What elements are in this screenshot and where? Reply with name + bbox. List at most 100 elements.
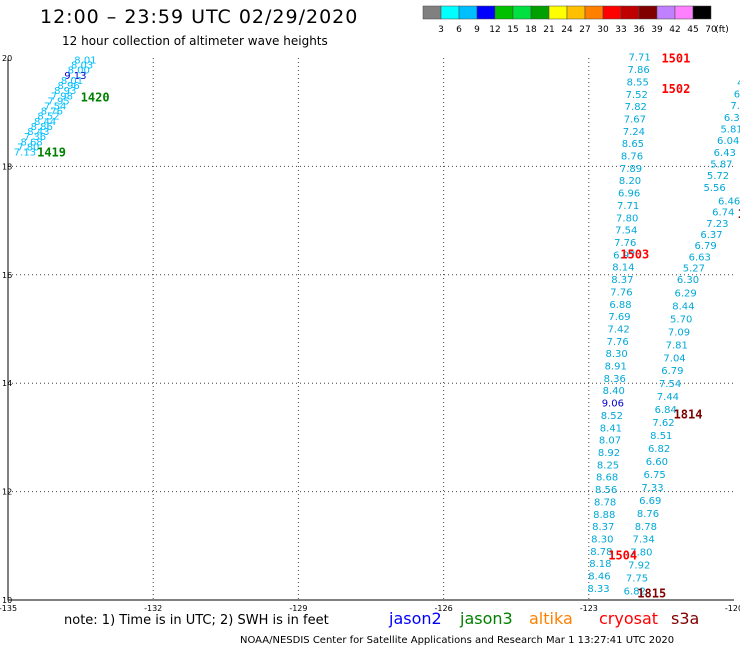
wave-height-value: 6.37	[700, 230, 722, 241]
wave-height-value: 7.33	[641, 483, 663, 494]
lat-tick-label: 20	[2, 54, 12, 63]
wave-height-value: 7.69	[608, 312, 630, 323]
lat-tick-label: 12	[2, 488, 12, 497]
wave-height-value: 7.95	[47, 96, 69, 107]
lon-tick-label: -135	[0, 604, 17, 613]
wave-height-value: 8.37	[611, 275, 633, 286]
wave-height-value: 7.98	[51, 91, 73, 102]
lon-tick-label: -123	[580, 604, 598, 613]
wave-height-value: 6.79	[695, 241, 717, 252]
wave-height-value: 6.43	[714, 148, 736, 159]
wave-height-value: 8.86	[31, 122, 53, 133]
wave-height-value: 6.38	[724, 113, 740, 124]
lat-tick-label: 18	[2, 162, 12, 171]
colorbar-label: 33	[615, 25, 626, 35]
wave-height-value: 7.24	[623, 127, 645, 138]
wave-height-value: 6.84	[655, 405, 677, 416]
wave-height-value: 8.25	[597, 460, 619, 471]
track-label: 1502	[661, 82, 690, 96]
colorbar-label: 9	[474, 25, 480, 35]
units-note: note: 1) Time is in UTC; 2) SWH is in fe…	[64, 613, 329, 628]
lon-tick-label: -120	[725, 604, 740, 613]
satellite-s3a: s3a	[671, 609, 700, 628]
wave-height-value: 8.68	[596, 473, 618, 484]
wave-height-value: 8.14	[612, 263, 634, 274]
wave-height-value: 7.86	[628, 65, 650, 76]
wave-height-value: 7.75	[626, 574, 648, 585]
wave-height-value: 8.52	[601, 411, 623, 422]
wave-height-value: 7.36	[24, 132, 46, 143]
wave-height-value: 6.46	[718, 196, 740, 207]
wave-height-value: 6.29	[674, 288, 696, 299]
wave-height-value: 7.71	[617, 201, 639, 212]
lon-tick-label: -132	[144, 604, 162, 613]
wave-height-value: 6.30	[677, 275, 699, 286]
wave-height-value: 7.42	[607, 324, 629, 335]
wave-height-value: 8.88	[593, 510, 615, 521]
wave-height-value: 7.89	[620, 164, 642, 175]
wave-height-value: 8.93	[54, 86, 76, 97]
wave-height-value: 5.56	[704, 183, 726, 194]
track-label: 1501	[661, 51, 690, 65]
wave-height-value: 8.01	[74, 55, 96, 66]
wave-height-value: 7.81	[666, 340, 688, 351]
lon-tick-label: -126	[435, 604, 453, 613]
wave-height-value: 7.09	[668, 327, 690, 338]
wave-height-value: 7.92	[628, 561, 650, 572]
colorbar-label: 42	[669, 25, 680, 35]
wave-height-value: 8.52	[37, 112, 59, 123]
wave-height-value: 6.75	[644, 470, 666, 481]
wave-height-value: 7.82	[625, 102, 647, 113]
wave-height-value: 5.70	[670, 314, 692, 325]
wave-height-value: 8.36	[604, 374, 626, 385]
wave-height-value: 8.40	[603, 386, 625, 397]
wave-height-value: 7.54	[615, 226, 637, 237]
satellite-jason2: jason2	[389, 609, 442, 628]
wave-height-value: 8.92	[598, 448, 620, 459]
track-label: 1503	[620, 248, 649, 262]
wave-height-value: 7.80	[17, 142, 39, 153]
chart-subtitle: 12 hour collection of altimeter wave hei…	[62, 34, 328, 48]
wave-height-value: 7.13	[14, 148, 36, 159]
lat-tick-label: 14	[2, 379, 12, 388]
track-label: 1815	[637, 586, 666, 600]
wave-height-value: 8.33	[587, 584, 609, 595]
wave-height-value: 6.82	[648, 444, 670, 455]
wave-height-value: 7.44	[657, 392, 679, 403]
wave-height-value: 7.76	[606, 337, 628, 348]
lat-tick-label: 10	[2, 596, 12, 605]
wave-height-value: 9.13	[64, 71, 86, 82]
wave-height-value: 8.78	[590, 547, 612, 558]
wave-height-value: 7.23	[706, 219, 728, 230]
colorbar-label: 6	[456, 25, 462, 35]
wave-height-value: 8.76	[621, 152, 643, 163]
wave-height-value: 7.71	[628, 53, 650, 64]
wave-height-value: 7.54	[659, 379, 681, 390]
footer-credit: NOAA/NESDIS Center for Satellite Applica…	[240, 635, 675, 646]
colorbar-label: 36	[633, 25, 645, 35]
wave-height-value: 8.41	[600, 423, 622, 434]
wave-height-value: 8.68	[21, 137, 43, 148]
wave-height-value: 7.67	[624, 114, 646, 125]
wave-height-value: 7.52	[626, 90, 648, 101]
colorbar-label: 39	[651, 25, 663, 35]
wave-height-value: 4.3	[737, 78, 740, 89]
wave-height-value: 9.06	[602, 399, 624, 410]
wave-height-value: 8.03	[71, 61, 93, 72]
track-label: 1504	[608, 548, 637, 562]
wave-height-value: 8.37	[592, 522, 614, 533]
colorbar-label: (ft)	[715, 25, 729, 35]
satellite-cryosat: cryosat	[599, 609, 659, 628]
wave-height-value: 7.62	[652, 418, 674, 429]
wave-height-value: 6.2	[734, 90, 740, 101]
satellite-altika: altika	[529, 609, 573, 628]
wave-height-value: 6.63	[689, 252, 711, 263]
wave-height-value: 8.07	[599, 436, 621, 447]
wave-height-value: 6.97	[613, 250, 635, 261]
wave-height-value: 5.87	[710, 159, 732, 170]
wave-height-value: 6.04	[717, 136, 739, 147]
wave-height-value: 6.79	[661, 366, 683, 377]
wave-height-value: 7.80	[630, 548, 652, 559]
colorbar-swatch	[692, 5, 712, 20]
colorbar-label: 12	[489, 25, 500, 35]
